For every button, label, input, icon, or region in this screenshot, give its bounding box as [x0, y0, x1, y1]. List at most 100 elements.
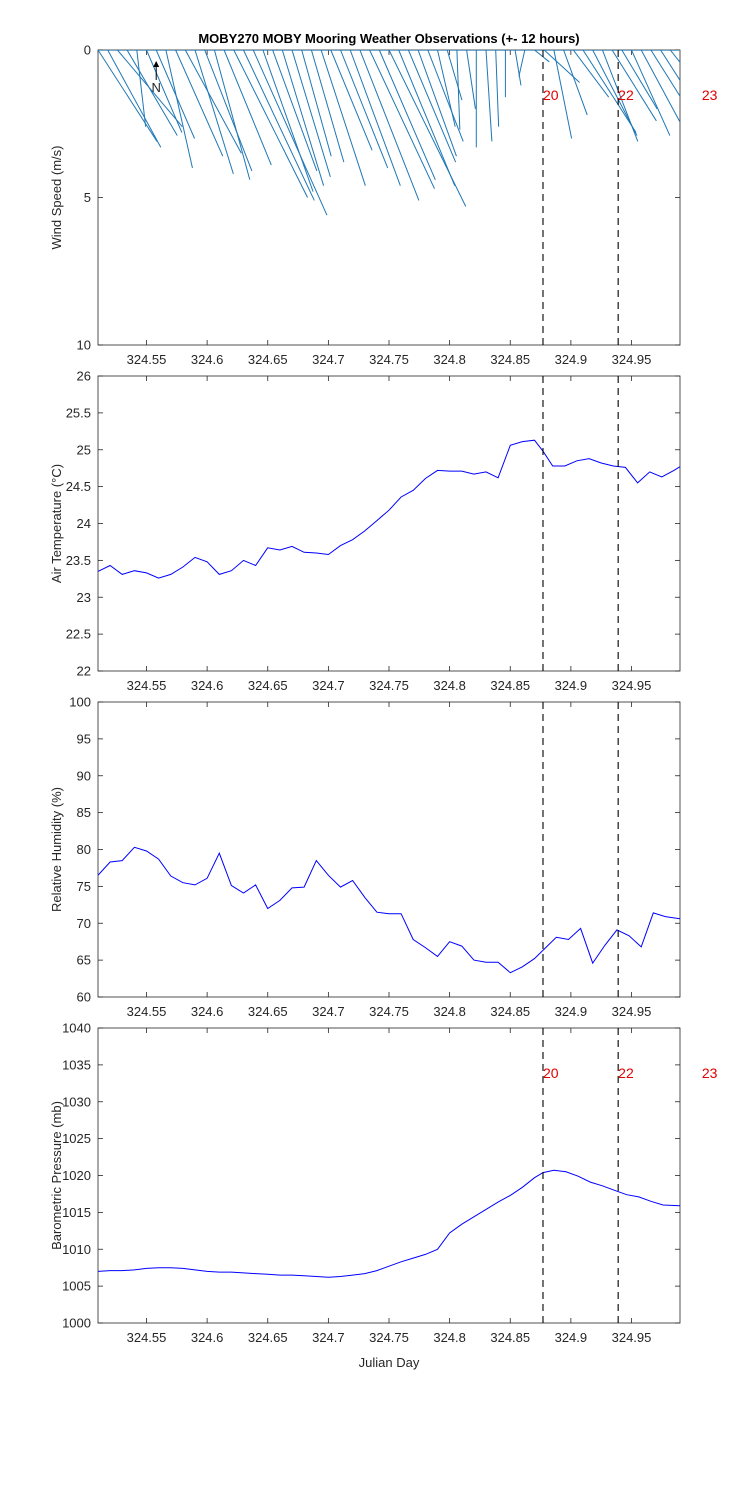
x-tick-label: 324.6 [191, 1004, 224, 1019]
event-label: 20 [543, 87, 559, 103]
wind-stick [407, 50, 457, 163]
x-tick-label: 324.65 [248, 352, 288, 367]
y-axis-label: Relative Humidity (%) [49, 787, 64, 912]
wind-stick [660, 50, 680, 82]
y-tick-label: 75 [77, 879, 91, 894]
y-tick-label: 1040 [62, 1021, 91, 1036]
axes-box [97, 1027, 681, 1324]
wind-stick [611, 50, 657, 122]
wind-stick [518, 50, 526, 77]
x-tick-label: 324.7 [312, 1330, 345, 1345]
x-tick-label: 324.85 [490, 678, 530, 693]
wind-stick [252, 50, 328, 216]
y-tick-label: 23.5 [66, 553, 91, 568]
north-arrow-icon [153, 61, 160, 67]
wind-stick [437, 50, 456, 127]
y-tick-label: 1015 [62, 1205, 91, 1220]
wind-stick [631, 50, 671, 136]
figure-title: MOBY270 MOBY Mooring Weather Observation… [198, 31, 579, 46]
panel-3: 324.55 324.6 324.65 324.7 324.75 324.8 324.85 3… [49, 695, 681, 1019]
axes-box [97, 701, 681, 998]
y-tick-label: 10 [77, 338, 91, 353]
north-label: N [152, 80, 161, 95]
x-tick-label: 324.8 [433, 1004, 466, 1019]
wind-stick [204, 50, 253, 172]
wind-stick [98, 50, 158, 142]
y-tick-label: 60 [77, 990, 91, 1005]
y-tick-label: 26 [77, 369, 91, 384]
wind-stick [485, 50, 493, 142]
wind-stick [262, 50, 314, 192]
y-axis-label: Air Temperature (°C) [49, 464, 64, 583]
y-tick-label: 25 [77, 442, 91, 457]
plot-area [98, 50, 680, 216]
y-tick-label: 85 [77, 805, 91, 820]
x-tick-label: 324.95 [612, 1004, 652, 1019]
x-tick-label: 324.65 [248, 678, 288, 693]
x-tick-label: 324.8 [433, 352, 466, 367]
wind-stick [679, 50, 680, 51]
y-tick-label: 1035 [62, 1057, 91, 1072]
wind-stick [398, 50, 456, 186]
y-tick-label: 0 [84, 43, 91, 58]
wind-stick [582, 50, 637, 133]
wind-stick [359, 50, 420, 201]
x-tick-label: 324.6 [191, 352, 224, 367]
panel-1: 324.55 324.6 324.65 324.7 324.75 324.8 324.85 3… [49, 43, 718, 368]
wind-stick [427, 50, 464, 142]
y-tick-label: 1025 [62, 1131, 91, 1146]
y-tick-label: 5 [84, 190, 91, 205]
wind-stick [378, 50, 436, 180]
wind-stick [340, 50, 389, 169]
y-axis-label: Barometric Pressure (mb) [49, 1101, 64, 1250]
y-tick-label: 70 [77, 916, 91, 931]
x-tick-label: 324.9 [555, 1004, 588, 1019]
axes-box [97, 375, 681, 672]
wind-stick [213, 50, 251, 180]
plot-area [98, 439, 680, 579]
x-tick-label: 324.6 [191, 678, 224, 693]
panels: 324.55 324.6 324.65 324.7 324.75 324.8 324.85 3… [49, 43, 718, 1346]
wind-stick [165, 50, 193, 169]
event-label: 22 [618, 1065, 634, 1081]
wind-stick [621, 50, 658, 110]
event-label: 23 [702, 87, 718, 103]
x-tick-label: 324.55 [127, 352, 167, 367]
series-line [98, 846, 680, 974]
axes-box [97, 49, 681, 346]
y-tick-label: 95 [77, 731, 91, 746]
y-tick-label: 24.5 [66, 479, 91, 494]
wind-stick [194, 50, 234, 175]
panel-2: 324.55 324.6 324.65 324.7 324.75 324.8 324.85 3… [49, 369, 681, 693]
x-tick-label: 324.75 [369, 352, 409, 367]
x-tick-label: 324.7 [312, 1004, 345, 1019]
x-axis-label: Julian Day [359, 1355, 420, 1370]
event-label: 23 [702, 1065, 718, 1081]
wind-stick [126, 50, 178, 136]
y-tick-label: 1020 [62, 1168, 91, 1183]
y-tick-label: 25.5 [66, 405, 91, 420]
y-tick-label: 90 [77, 768, 91, 783]
x-tick-label: 324.8 [433, 678, 466, 693]
wind-stick [669, 50, 680, 64]
wind-stick [272, 50, 318, 172]
y-tick-label: 65 [77, 953, 91, 968]
wind-stick [601, 50, 639, 142]
x-tick-label: 324.7 [312, 352, 345, 367]
series-line [98, 439, 680, 579]
wind-stick [223, 50, 272, 166]
wind-stick [301, 50, 332, 157]
wind-stick [466, 50, 476, 110]
wind-stick [310, 50, 345, 163]
wind-stick [175, 50, 224, 157]
y-tick-label: 22.5 [66, 627, 91, 642]
x-tick-label: 324.85 [490, 352, 530, 367]
y-tick-label: 1000 [62, 1316, 91, 1331]
x-tick-label: 324.55 [127, 678, 167, 693]
y-tick-label: 22 [77, 664, 91, 679]
wind-stick [233, 50, 308, 198]
x-tick-label: 324.7 [312, 678, 345, 693]
x-tick-label: 324.85 [490, 1330, 530, 1345]
y-tick-label: 100 [69, 695, 91, 710]
